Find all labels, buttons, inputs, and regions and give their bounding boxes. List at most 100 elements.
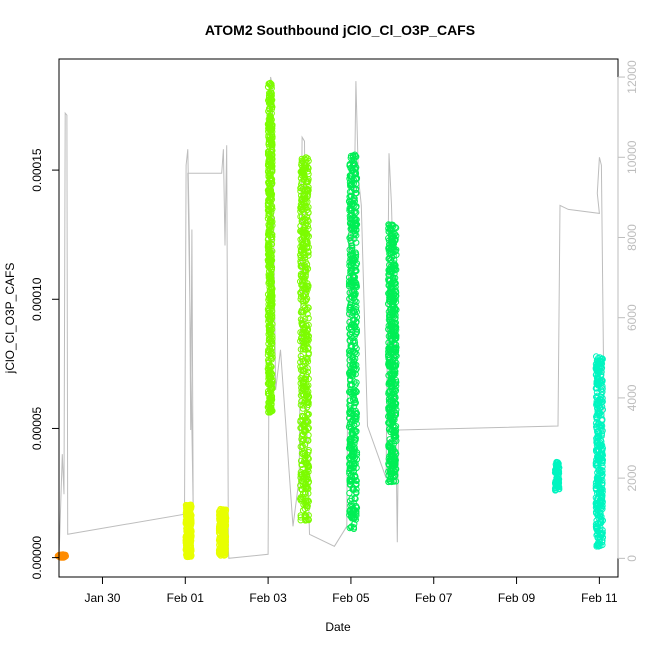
data-point bbox=[388, 359, 395, 367]
data-point bbox=[266, 136, 274, 144]
data-point bbox=[265, 369, 272, 376]
data-point bbox=[599, 427, 606, 434]
data-point bbox=[265, 331, 272, 338]
data-point bbox=[267, 405, 274, 412]
y-axis-label: jClO_Cl_O3P_CAFS bbox=[3, 263, 17, 375]
data-point bbox=[552, 478, 559, 485]
data-point bbox=[266, 181, 273, 189]
data-point bbox=[299, 172, 306, 180]
data-point bbox=[347, 192, 354, 200]
y2-tick-label: 10000 bbox=[625, 140, 639, 174]
data-point bbox=[593, 384, 600, 392]
data-point bbox=[353, 239, 360, 246]
data-point bbox=[391, 230, 398, 237]
data-point bbox=[352, 220, 360, 227]
data-point bbox=[268, 299, 275, 306]
data-point bbox=[301, 286, 308, 293]
data-point bbox=[297, 471, 305, 478]
data-point bbox=[352, 407, 359, 415]
data-point bbox=[347, 425, 355, 432]
data-point bbox=[301, 484, 308, 491]
data-point bbox=[305, 463, 313, 471]
data-point bbox=[594, 524, 601, 531]
data-point bbox=[265, 278, 273, 285]
data-point bbox=[219, 522, 226, 529]
data-point bbox=[390, 223, 397, 230]
data-point bbox=[266, 222, 274, 230]
data-point bbox=[220, 548, 228, 556]
data-point bbox=[352, 312, 359, 319]
data-point bbox=[350, 180, 357, 187]
data-point bbox=[389, 293, 396, 301]
y-tick-label: 0.00010 bbox=[30, 277, 44, 321]
data-point bbox=[347, 237, 354, 245]
data-point bbox=[385, 406, 392, 413]
data-point bbox=[347, 513, 355, 521]
data-point bbox=[303, 476, 310, 483]
data-point bbox=[188, 503, 195, 510]
data-point bbox=[264, 365, 272, 373]
data-point bbox=[351, 278, 359, 285]
data-point bbox=[268, 215, 275, 222]
data-point bbox=[182, 537, 190, 545]
data-point bbox=[351, 294, 358, 302]
data-point bbox=[385, 234, 392, 242]
data-point bbox=[268, 161, 275, 168]
data-point bbox=[595, 428, 602, 436]
data-point bbox=[352, 436, 359, 443]
data-point bbox=[217, 552, 224, 559]
data-point bbox=[388, 349, 395, 356]
data-point bbox=[353, 477, 360, 485]
data-point bbox=[297, 474, 304, 481]
data-point bbox=[298, 398, 305, 405]
data-point bbox=[599, 527, 606, 534]
data-point bbox=[304, 248, 312, 255]
data-point bbox=[353, 227, 360, 234]
data-point bbox=[388, 300, 396, 307]
data-point bbox=[299, 186, 306, 193]
y2-tick-label: 4000 bbox=[625, 384, 639, 411]
data-point bbox=[349, 335, 356, 342]
data-point bbox=[300, 379, 307, 386]
data-point bbox=[353, 489, 360, 497]
data-point bbox=[266, 323, 273, 330]
x-tick-label: Feb 07 bbox=[415, 591, 453, 605]
data-point bbox=[555, 485, 563, 493]
data-point bbox=[267, 337, 275, 344]
data-point bbox=[351, 390, 358, 397]
data-point bbox=[598, 411, 605, 418]
data-point bbox=[346, 310, 353, 317]
data-point bbox=[305, 315, 312, 322]
data-point bbox=[555, 464, 563, 472]
x-tick-label: Feb 11 bbox=[581, 591, 618, 605]
data-point bbox=[187, 553, 195, 560]
data-point bbox=[297, 236, 304, 243]
data-point bbox=[222, 538, 229, 545]
data-point bbox=[349, 486, 357, 493]
data-point bbox=[298, 218, 305, 225]
data-point bbox=[217, 514, 225, 522]
data-point bbox=[392, 362, 400, 369]
plot-box bbox=[58, 58, 619, 578]
data-point bbox=[302, 497, 310, 504]
data-point bbox=[264, 291, 272, 298]
y-tick-label: 0.00015 bbox=[30, 148, 44, 192]
data-point bbox=[219, 511, 227, 518]
data-point bbox=[597, 442, 605, 450]
data-point bbox=[268, 167, 275, 174]
data-point bbox=[389, 444, 397, 451]
series-0 bbox=[54, 551, 70, 561]
data-point bbox=[347, 181, 354, 189]
data-point bbox=[298, 376, 305, 383]
data-point bbox=[264, 256, 272, 264]
series-2 bbox=[264, 79, 313, 524]
data-point bbox=[269, 340, 276, 347]
data-point bbox=[267, 204, 274, 212]
data-point bbox=[353, 413, 360, 420]
data-point bbox=[350, 452, 357, 460]
x-axis-label: Date bbox=[325, 620, 351, 634]
data-point bbox=[265, 121, 272, 129]
data-point bbox=[297, 366, 305, 374]
data-point bbox=[386, 436, 393, 443]
data-point bbox=[351, 520, 358, 528]
